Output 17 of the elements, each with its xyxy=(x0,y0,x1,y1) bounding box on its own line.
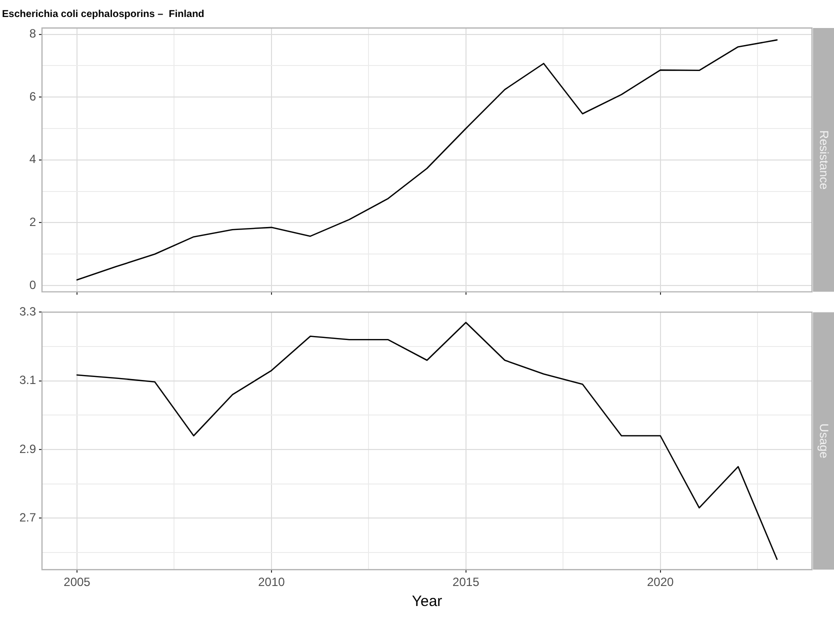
y-tick-label: 8 xyxy=(29,26,36,41)
y-axis-title: Resistance xyxy=(817,130,832,190)
y-tick-label: 2.7 xyxy=(19,510,36,524)
x-tick-label: 2005 xyxy=(64,575,91,590)
x-tick-label: 2015 xyxy=(452,575,480,590)
y-tick-label: 6 xyxy=(29,89,36,104)
x-tick-label: 2010 xyxy=(258,575,286,590)
y-tick-label: 3.1 xyxy=(19,373,36,388)
y-tick-label: 2 xyxy=(29,215,36,230)
x-tick-label: 2020 xyxy=(646,575,674,590)
y-tick-label: 4 xyxy=(29,152,36,166)
x-axis-title: Year xyxy=(412,593,442,610)
y-tick-label: 3.3 xyxy=(19,304,36,319)
y-axis-title: Usage xyxy=(817,424,832,459)
y-tick-label: 0 xyxy=(29,278,36,292)
y-tick-label: 2.9 xyxy=(19,442,36,456)
chart-title: Escherichia coli cephalosporins – Finland xyxy=(2,8,204,20)
